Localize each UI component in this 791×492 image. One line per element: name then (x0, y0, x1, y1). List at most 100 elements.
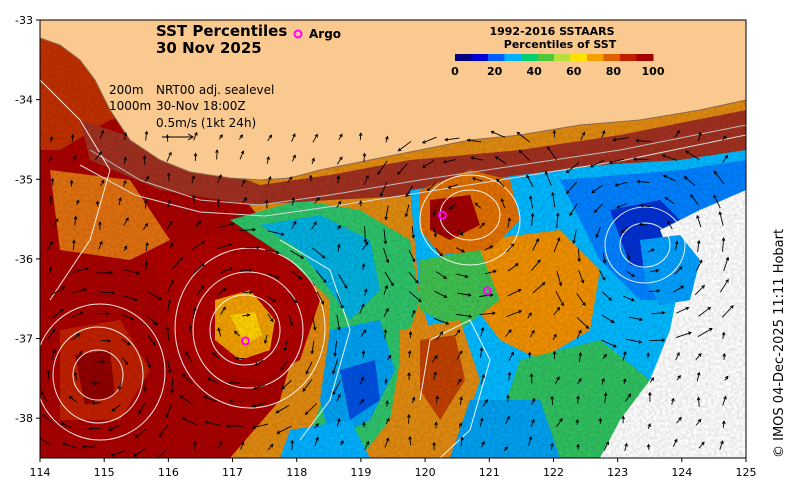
velocity-arrow (181, 417, 197, 426)
velocity-arrow (479, 293, 494, 297)
velocity-arrow (384, 205, 389, 221)
velocity-arrow (264, 249, 280, 255)
velocity-arrow (215, 149, 219, 160)
velocity-arrow (193, 263, 205, 274)
y-tick-label: -38 (15, 412, 33, 425)
velocity-arrow (622, 378, 627, 385)
velocity-arrow (188, 324, 193, 338)
velocity-arrow (217, 287, 227, 296)
velocity-arrow (220, 306, 226, 315)
velocity-arrow (193, 152, 198, 162)
velocity-arrow (638, 222, 648, 227)
velocity-arrow (411, 226, 416, 239)
velocity-arrow (384, 437, 390, 448)
velocity-arrow (166, 151, 172, 162)
velocity-arrow (531, 397, 536, 405)
velocity-arrow (240, 441, 245, 450)
velocity-arrow (61, 442, 76, 448)
velocity-arrow (359, 376, 365, 385)
velocity-arrow (158, 424, 169, 438)
colorbar-swatch (587, 54, 604, 61)
velocity-arrow (71, 311, 84, 318)
velocity-arrow (144, 261, 149, 272)
velocity-arrow (435, 395, 439, 404)
velocity-arrow (555, 291, 564, 307)
velocity-arrow (182, 373, 193, 385)
velocity-arrow (302, 379, 313, 392)
velocity-arrow (291, 133, 296, 142)
velocity-arrow (426, 182, 436, 192)
colorbar-swatch (455, 54, 472, 61)
velocity-arrow (254, 359, 264, 366)
velocity-arrow (193, 131, 198, 141)
velocity-arrow (193, 440, 197, 450)
velocity-arrow (138, 403, 146, 414)
velocity-arrow (479, 347, 484, 358)
velocity-arrow (72, 288, 87, 294)
x-tick-label: 119 (350, 466, 371, 479)
velocity-arrow (239, 134, 244, 140)
velocity-arrow (73, 371, 78, 381)
velocity-arrow (142, 155, 147, 165)
velocity-arrow (639, 203, 651, 208)
velocity-arrow (358, 200, 363, 207)
velocity-arrow (281, 379, 292, 390)
velocity-arrow (648, 338, 666, 342)
velocity-arrow (435, 271, 448, 279)
velocity-arrow (696, 239, 701, 253)
velocity-arrow (192, 194, 196, 205)
velocity-arrow (91, 401, 101, 406)
velocity-arrow (589, 159, 605, 168)
velocity-arrow (123, 245, 128, 251)
velocity-arrow (601, 339, 617, 348)
velocity-arrow (121, 338, 131, 346)
velocity-arrow (267, 134, 273, 142)
velocity-arrow (626, 270, 635, 278)
velocity-arrow (697, 328, 713, 337)
velocity-arrow (529, 373, 534, 384)
colorbar-tick-label: 60 (566, 65, 582, 78)
velocity-arrow (383, 328, 388, 339)
velocity-arrow (267, 175, 272, 185)
velocity-arrow (599, 269, 606, 281)
velocity-arrow (565, 181, 578, 194)
velocity-arrow (529, 329, 535, 338)
velocity-arrow (721, 420, 726, 428)
velocity-arrow (662, 174, 676, 182)
velocity-arrow (288, 315, 294, 327)
velocity-arrow (601, 314, 615, 323)
velocity-arrow (362, 152, 367, 163)
velocity-arrow (338, 133, 343, 141)
velocity-arrow (47, 328, 56, 340)
velocity-arrow (672, 438, 678, 447)
velocity-arrow (315, 270, 327, 284)
velocity-arrow (312, 247, 326, 259)
velocity-arrow (673, 285, 685, 293)
velocity-arrow (496, 178, 505, 188)
velocity-arrow (146, 334, 156, 346)
y-tick-label: -34 (15, 94, 33, 107)
velocity-arrow (48, 266, 53, 274)
velocity-arrow (363, 226, 368, 244)
velocity-arrow (408, 272, 419, 284)
velocity-arrow (457, 292, 472, 297)
velocity-arrow (144, 130, 149, 141)
velocity-arrow (166, 359, 172, 374)
velocity-arrow (52, 308, 64, 319)
velocity-arrow (387, 354, 392, 360)
velocity-arrow (576, 317, 590, 329)
velocity-arrow (474, 202, 482, 209)
velocity-arrow (145, 241, 149, 252)
x-tick-label: 123 (607, 466, 628, 479)
velocity-arrow (459, 396, 463, 405)
velocity-arrow (722, 135, 727, 141)
x-tick-label: 116 (158, 466, 179, 479)
velocity-arrow (696, 371, 701, 382)
velocity-arrow (507, 263, 519, 272)
velocity-arrow (98, 240, 103, 250)
velocity-arrow (616, 203, 627, 209)
velocity-arrow (433, 226, 438, 238)
velocity-arrow (683, 176, 696, 186)
velocity-arrow (527, 351, 532, 358)
velocity-arrow (60, 422, 73, 429)
